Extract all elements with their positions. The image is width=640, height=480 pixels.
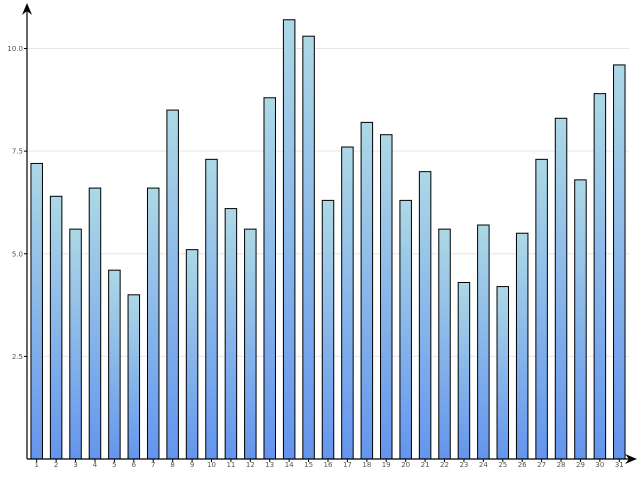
bar-3 [69,228,82,460]
bar-25 [496,286,510,460]
x-tick-label: 24 [479,461,488,469]
x-tick-label: 19 [382,461,391,469]
x-tick-label: 14 [285,461,294,469]
y-tick-label: 2.5 [12,353,23,361]
bar-14 [282,19,296,460]
bar-5 [108,269,121,460]
x-tick-label: 9 [190,461,194,469]
x-tick-label: 23 [459,461,468,469]
x-tick-label: 20 [401,461,410,469]
bar-13 [263,97,276,460]
bar-11 [224,208,238,460]
bar-8 [166,109,179,460]
y-axis-arrow-icon [22,3,32,15]
x-tick-label: 8 [170,461,174,469]
bar-30 [593,93,607,460]
x-tick-label: 27 [537,461,546,469]
x-tick-label: 30 [595,461,604,469]
x-tick-label: 15 [304,461,313,469]
bar-19 [380,134,393,460]
bar-21 [418,171,432,460]
bar-2 [49,195,63,460]
x-tick-label: 25 [498,461,507,469]
bar-22 [438,228,451,460]
y-tick-label: 5.0 [12,250,23,258]
y-tick-label: 7.5 [12,148,23,156]
x-tick-label: 4 [93,461,98,469]
x-axis-ticks: 1 2 3 4 5 6 7 8 9 10 11 12 13 14 15 16 17 18 19 20 21 22 23 24 2… [34,459,624,469]
x-tick-label: 13 [265,461,274,469]
bar-12 [244,228,257,460]
bar-7 [146,187,160,460]
bar-23 [457,281,471,460]
x-tick-label: 22 [440,461,449,469]
bar-20 [399,199,412,460]
x-tick-label: 2 [54,461,58,469]
bar-27 [535,158,548,460]
x-tick-label: 12 [246,461,255,469]
x-tick-label: 26 [518,461,527,469]
bar-26 [515,232,529,460]
bar-4 [88,187,102,460]
x-axis-arrow-icon [625,454,637,464]
x-tick-label: 10 [207,461,216,469]
x-tick-label: 5 [112,461,116,469]
bar-1 [30,162,43,460]
y-axis-ticks: 2.5 5.0 7.5 10.0 [7,45,27,361]
bar-16 [321,199,335,460]
axes [22,3,637,464]
x-tick-label: 31 [615,461,624,469]
x-tick-label: 6 [132,461,137,469]
x-tick-label: 7 [151,461,155,469]
x-tick-label: 18 [362,461,371,469]
x-tick-label: 1 [34,461,38,469]
bar-31 [613,64,626,460]
x-tick-label: 21 [421,461,430,469]
x-tick-label: 3 [73,461,77,469]
bar-17 [341,146,354,460]
x-tick-label: 16 [324,461,333,469]
bar-28 [554,117,568,460]
y-tick-label: 10.0 [7,45,23,53]
x-tick-label: 29 [576,461,585,469]
bar-10 [205,158,218,460]
bars [30,19,626,460]
bar-6 [127,294,141,460]
x-tick-label: 28 [557,461,566,469]
bar-29 [574,179,587,460]
bar-18 [360,121,374,460]
bar-15 [302,35,315,460]
bar-9 [185,249,199,460]
bar-24 [477,224,490,460]
x-tick-label: 17 [343,461,352,469]
x-tick-label: 11 [226,461,235,469]
